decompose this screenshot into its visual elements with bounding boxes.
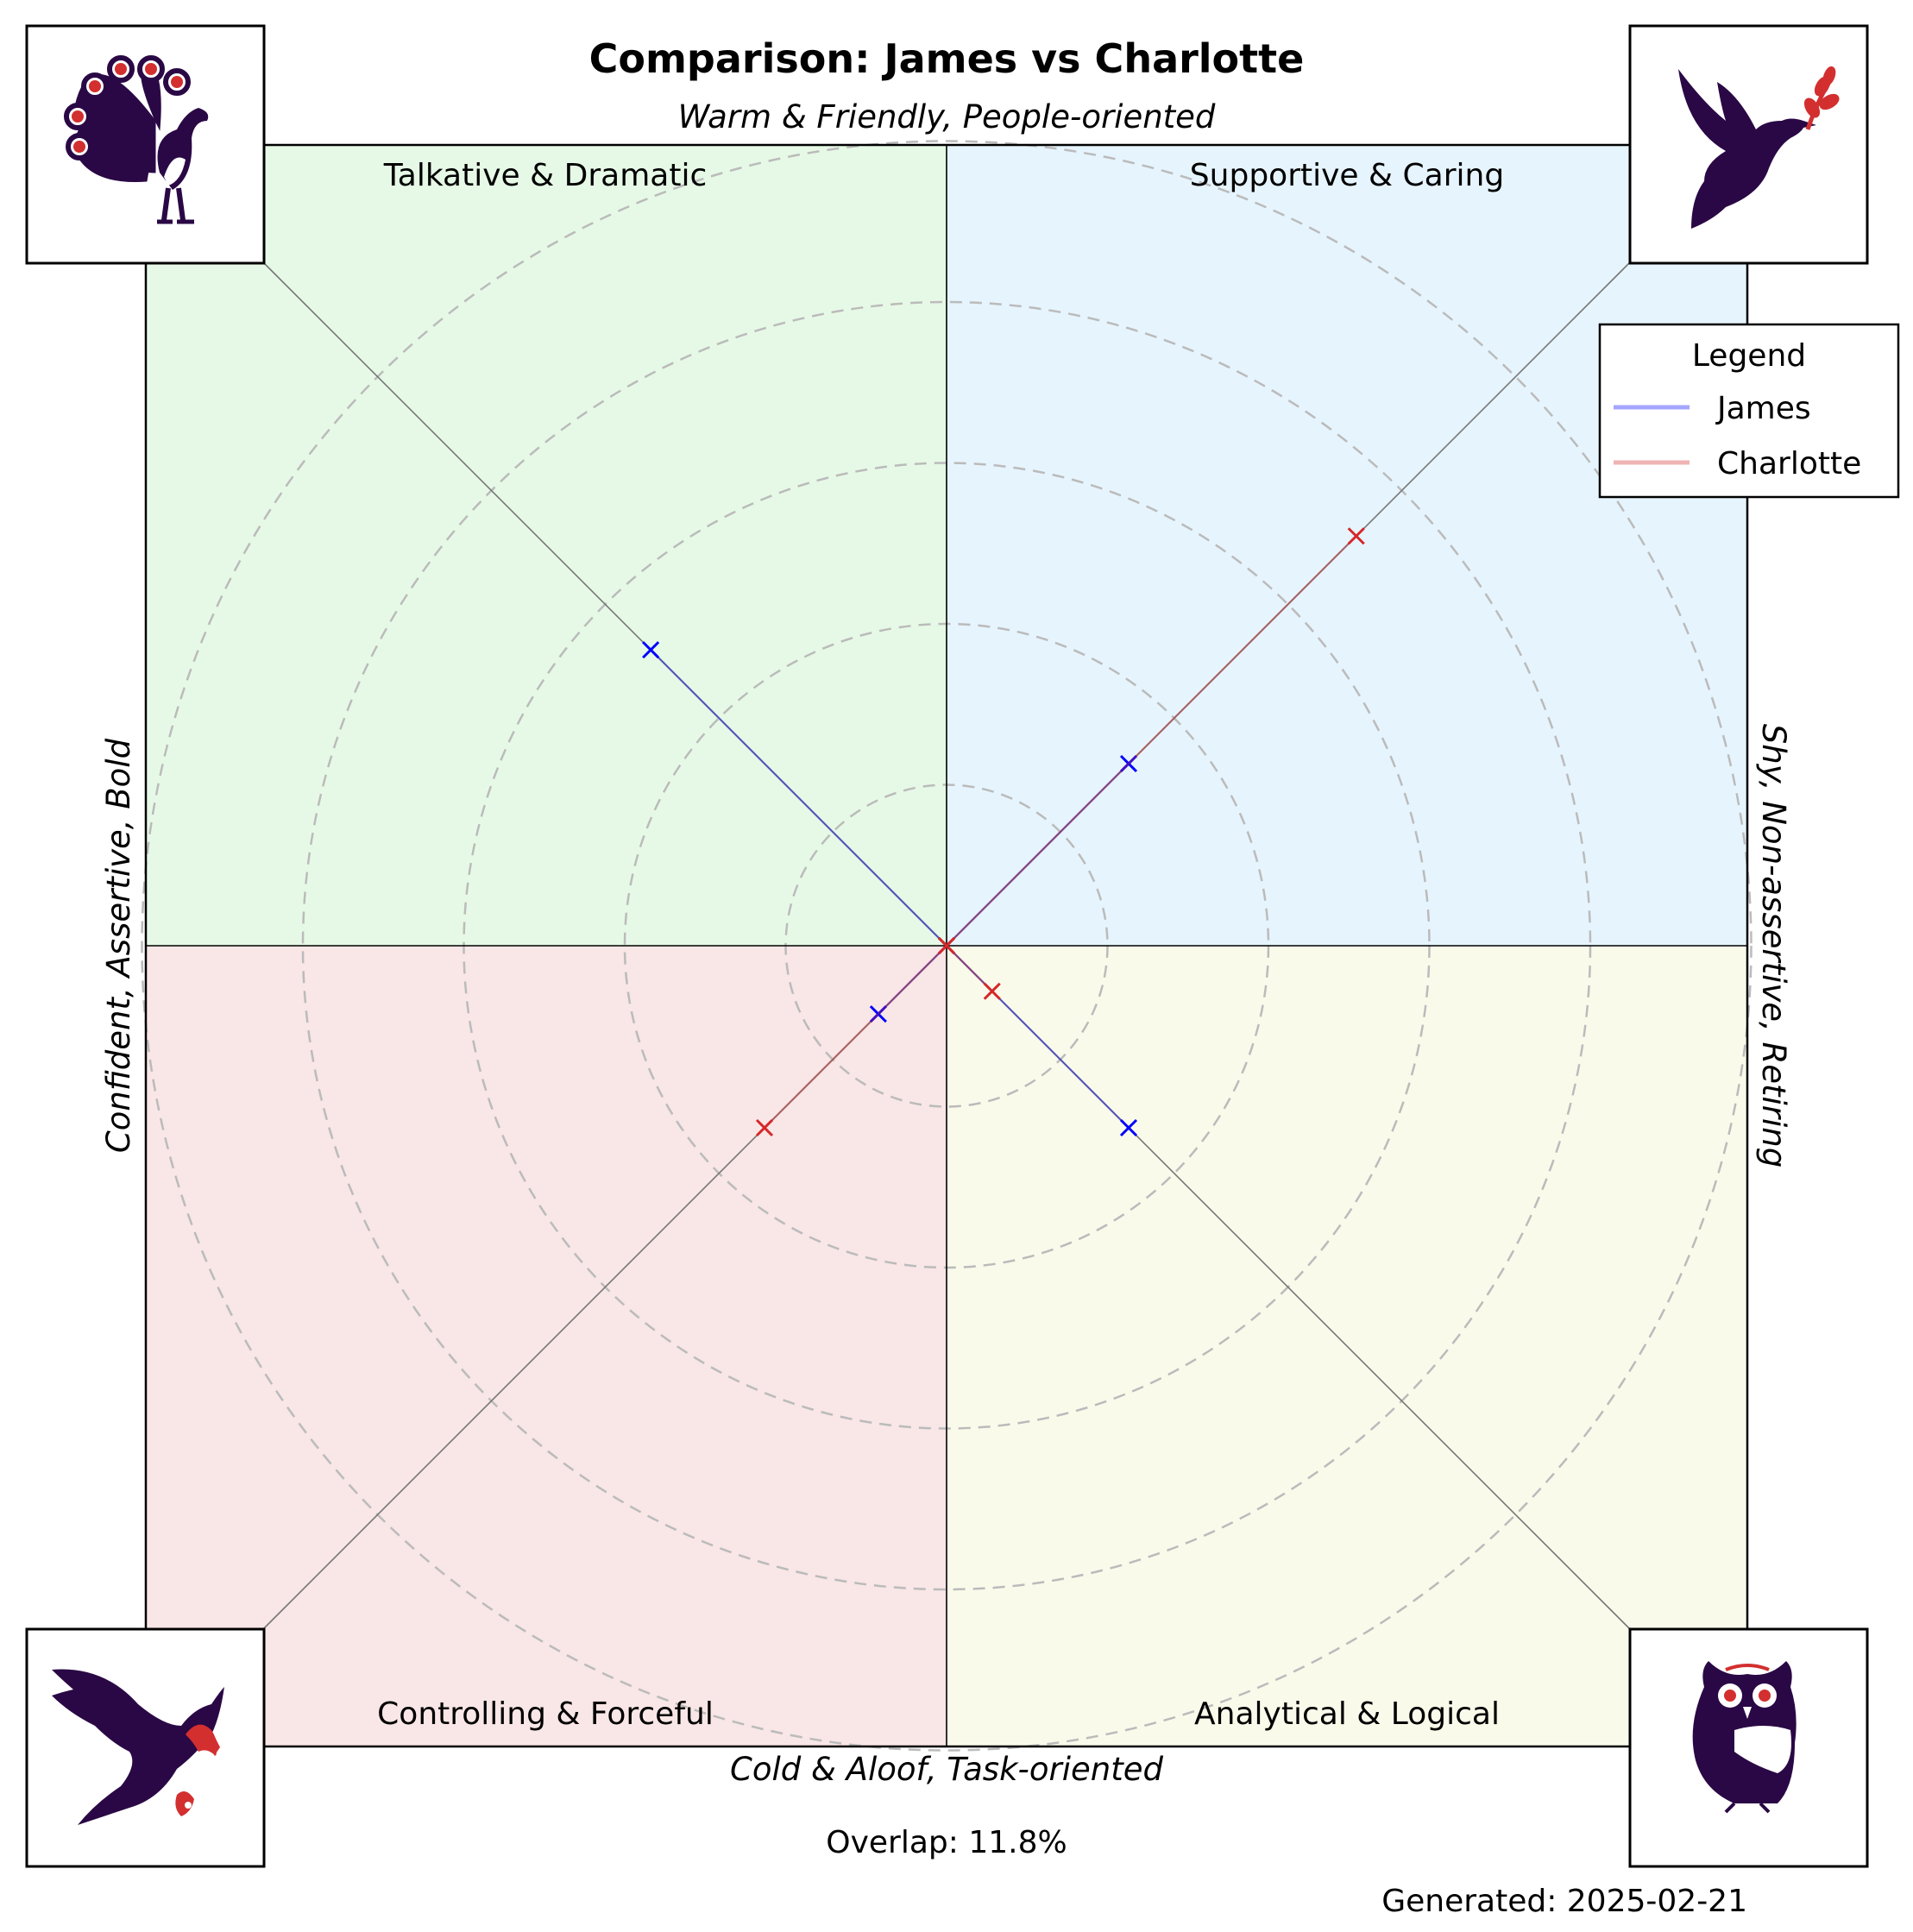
spoke-br — [946, 945, 1631, 1630]
data-point-charlotte — [937, 936, 956, 955]
axis-label-left: Confident, Assertive, Bold — [100, 738, 137, 1153]
peacock-icon-box — [25, 24, 266, 265]
series-layer — [642, 527, 1365, 1137]
data-point-charlotte — [983, 982, 1001, 1000]
axis-label-right: Shy, Non-assertive, Retiring — [1755, 724, 1792, 1167]
legend: Legend James Charlotte — [1598, 323, 1900, 499]
quadrant-label-analytical: Analytical & Logical — [1194, 1696, 1500, 1732]
data-point-james — [869, 1005, 887, 1023]
spoke-tl — [262, 261, 947, 947]
legend-label-charlotte: Charlotte — [1717, 446, 1861, 481]
diagonal-spokes — [262, 261, 1631, 1630]
data-point-james — [642, 641, 660, 659]
quadrant-label-supportive: Supportive & Caring — [1190, 158, 1504, 193]
axis-label-bottom: Cold & Aloof, Task-oriented — [730, 1751, 1163, 1788]
owl-icon-box — [1628, 1627, 1869, 1868]
data-point-charlotte — [755, 1118, 774, 1137]
chart-title: Comparison: James vs Charlotte — [589, 35, 1305, 82]
generated-text: Generated: 2025-02-21 — [1381, 1884, 1747, 1919]
owl-icon — [1692, 1661, 1797, 1814]
dove-icon — [1678, 66, 1840, 229]
plot-border — [144, 143, 1749, 1748]
legend-box — [1598, 323, 1900, 499]
quadrant-label-controlling: Controlling & Forceful — [377, 1696, 714, 1732]
eagle-icon-box — [25, 1627, 266, 1868]
eagle-icon — [52, 1669, 224, 1825]
data-point-james — [1119, 1118, 1138, 1137]
grid-ring — [141, 140, 1753, 1752]
quadrant-label-talkative: Talkative & Dramatic — [383, 158, 708, 193]
spoke-bl — [262, 945, 947, 1630]
dove-icon-box — [1628, 24, 1869, 265]
overlap-text: Overlap: 11.8% — [826, 1825, 1067, 1860]
peacock-icon — [64, 55, 209, 224]
data-point-charlotte — [1347, 527, 1365, 545]
axis-label-top: Warm & Friendly, People-oriented — [678, 98, 1216, 135]
legend-label-james: James — [1715, 391, 1811, 426]
data-point-james — [1119, 754, 1138, 773]
spoke-tr — [946, 261, 1631, 947]
legend-title: Legend — [1692, 338, 1806, 374]
